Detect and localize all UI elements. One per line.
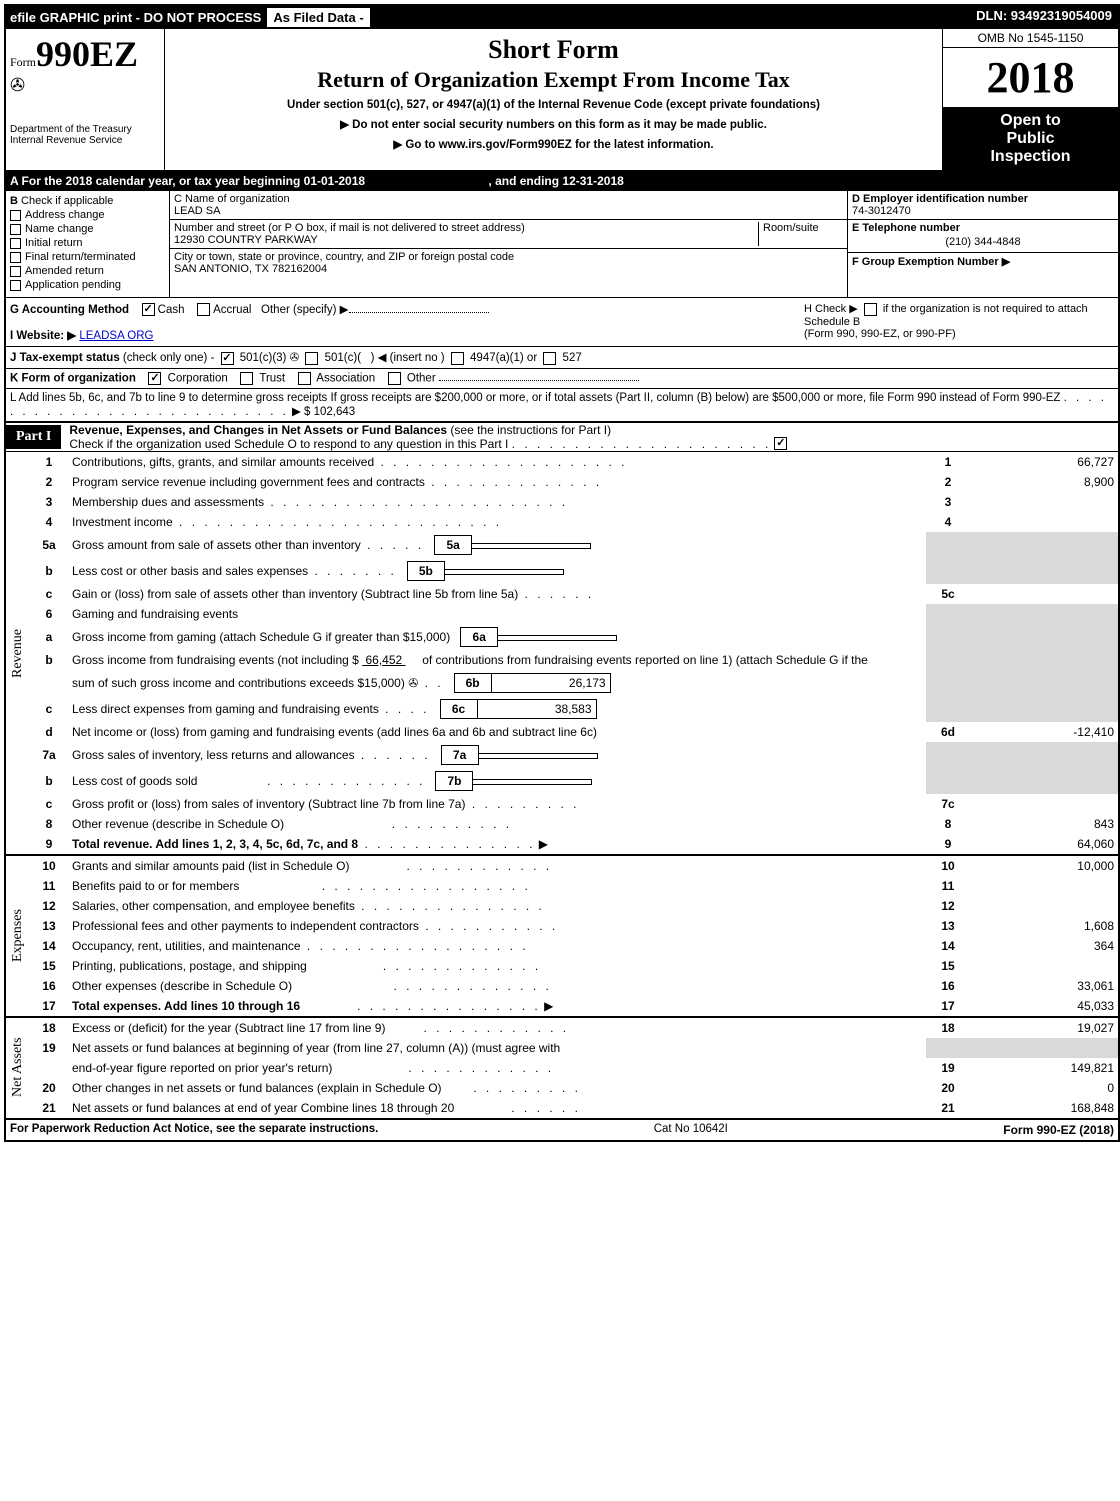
- website-link[interactable]: LEADSA ORG: [79, 330, 153, 342]
- section-f-group-exemption: F Group Exemption Number ▶: [848, 253, 1118, 297]
- chk-corp[interactable]: [148, 372, 161, 385]
- form-990ez-container: efile GRAPHIC print - DO NOT PROCESS As …: [4, 4, 1120, 1142]
- subtitle: Under section 501(c), 527, or 4947(a)(1)…: [171, 99, 936, 111]
- form-header: Form990EZ ✇ Department of the Treasury I…: [6, 29, 1118, 172]
- dept-treasury: Department of the Treasury: [10, 124, 160, 135]
- section-a-tax-year: A For the 2018 calendar year, or tax yea…: [6, 172, 1118, 191]
- chk-initial-return[interactable]: [10, 238, 21, 249]
- chk-sched-b-not-required[interactable]: [864, 303, 877, 316]
- omb-number: OMB No 1545-1150: [943, 29, 1118, 48]
- chk-trust[interactable]: [240, 372, 253, 385]
- as-filed-label: As Filed Data -: [267, 8, 369, 27]
- efile-label: efile GRAPHIC print - DO NOT PROCESS: [10, 10, 261, 25]
- part-i-header: Part I Revenue, Expenses, and Changes in…: [6, 421, 1118, 452]
- chk-assoc[interactable]: [298, 372, 311, 385]
- form-reference: Form 990-EZ (2018): [1003, 1123, 1114, 1137]
- chk-527[interactable]: [543, 352, 556, 365]
- section-j-tax-exempt: J Tax-exempt status (check only one) - 5…: [6, 347, 1118, 368]
- section-b-checkboxes: B Check if applicable Address change Nam…: [6, 191, 170, 297]
- section-d-ein: D Employer identification number 74-3012…: [848, 191, 1118, 220]
- form-number: Form990EZ: [10, 33, 160, 75]
- chk-4947a1[interactable]: [451, 352, 464, 365]
- top-bar: efile GRAPHIC print - DO NOT PROCESS As …: [6, 6, 1118, 29]
- side-expenses: Expenses: [6, 855, 30, 1017]
- side-net-assets: Net Assets: [6, 1017, 30, 1118]
- chk-amended[interactable]: [10, 266, 21, 277]
- chk-name-change[interactable]: [10, 224, 21, 235]
- side-revenue: Revenue: [6, 452, 30, 855]
- form-footer: For Paperwork Reduction Act Notice, see …: [6, 1118, 1118, 1140]
- chk-501c[interactable]: [305, 352, 318, 365]
- chk-address-change[interactable]: [10, 210, 21, 221]
- chk-other-org[interactable]: [388, 372, 401, 385]
- open-public-badge: Open to Public Inspection: [943, 108, 1118, 170]
- chk-pending[interactable]: [10, 280, 21, 291]
- section-l-gross-receipts: L Add lines 5b, 6c, and 7b to line 9 to …: [6, 389, 1118, 421]
- goto-link[interactable]: ▶ Go to www.irs.gov/Form990EZ for the la…: [171, 137, 936, 151]
- section-h: H Check ▶ if the organization is not req…: [804, 302, 1114, 342]
- short-form-title: Short Form: [171, 35, 936, 65]
- section-e-telephone: E Telephone number (210) 344-4848: [848, 220, 1118, 253]
- chk-final-return[interactable]: [10, 252, 21, 263]
- tax-year: 2018: [943, 48, 1118, 108]
- dept-irs: Internal Revenue Service: [10, 135, 160, 146]
- entity-info-block: B Check if applicable Address change Nam…: [6, 191, 1118, 298]
- part-i-lines-table: Revenue 1 Contributions, gifts, grants, …: [6, 452, 1118, 1118]
- chk-501c3[interactable]: [221, 352, 234, 365]
- section-k-org-form: K Form of organization Corporation Trust…: [6, 369, 1118, 389]
- chk-accrual[interactable]: [197, 303, 210, 316]
- chk-cash[interactable]: [142, 303, 155, 316]
- ssn-warning: ▶ Do not enter social security numbers o…: [171, 117, 936, 131]
- chk-sched-o-part-i[interactable]: [774, 437, 787, 450]
- address-row: Number and street (or P O box, if mail i…: [170, 220, 847, 249]
- cat-number: Cat No 10642I: [654, 1123, 728, 1137]
- main-title: Return of Organization Exempt From Incom…: [171, 67, 936, 93]
- section-c-name: C Name of organization LEAD SA: [170, 191, 847, 220]
- city-row: City or town, state or province, country…: [170, 249, 847, 297]
- section-g-h: G Accounting Method Cash Accrual Other (…: [6, 298, 1118, 347]
- paperwork-notice: For Paperwork Reduction Act Notice, see …: [10, 1123, 378, 1137]
- dln-label: DLN: 93492319054009: [970, 6, 1118, 29]
